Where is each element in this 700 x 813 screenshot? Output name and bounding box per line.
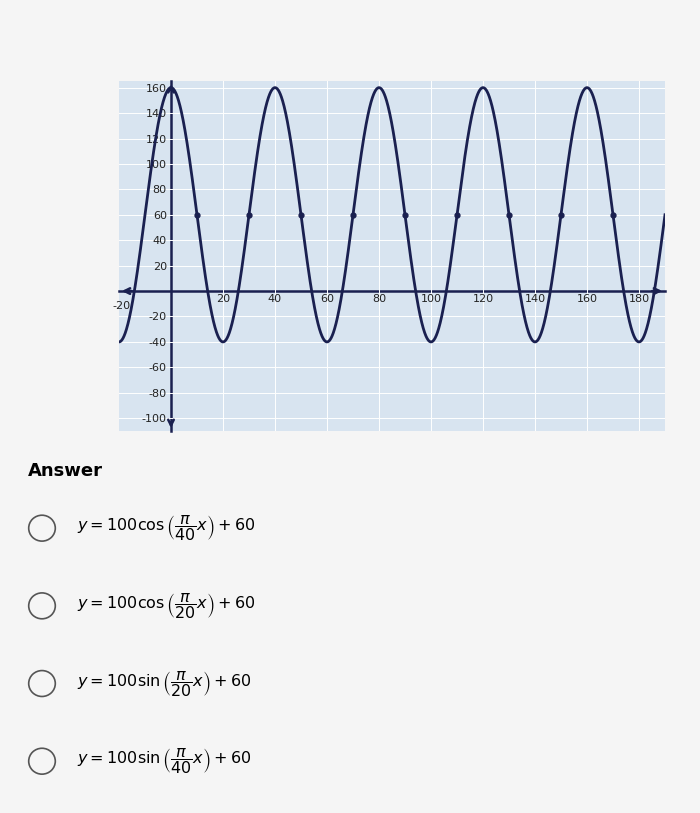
Text: $y = 100\cos\left(\dfrac{\pi}{20}x\right) + 60$: $y = 100\cos\left(\dfrac{\pi}{20}x\right…	[77, 591, 256, 621]
Text: Answer: Answer	[28, 462, 103, 480]
Text: $y = 100\cos\left(\dfrac{\pi}{40}x\right) + 60$: $y = 100\cos\left(\dfrac{\pi}{40}x\right…	[77, 513, 256, 543]
Text: $y = 100\sin\left(\dfrac{\pi}{20}x\right) + 60$: $y = 100\sin\left(\dfrac{\pi}{20}x\right…	[77, 668, 251, 698]
Text: -20: -20	[113, 302, 131, 311]
Text: $y = 100\sin\left(\dfrac{\pi}{40}x\right) + 60$: $y = 100\sin\left(\dfrac{\pi}{40}x\right…	[77, 746, 251, 776]
